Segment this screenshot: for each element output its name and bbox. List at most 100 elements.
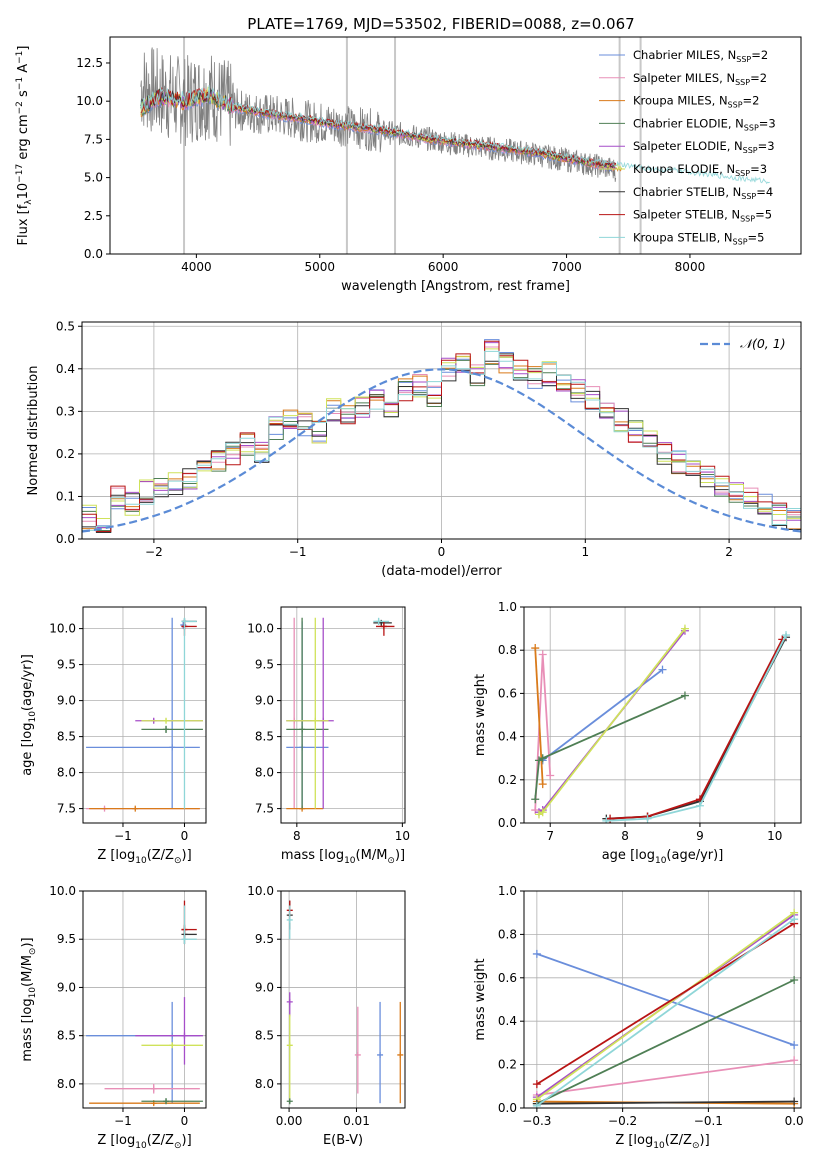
axes-residuals: −2 −1 0 1 2 0.0 0.1 0.2 0.3 0.4 0.5 (data-model)/er… [26, 319, 802, 579]
series-salpeter-miles [536, 1059, 795, 1096]
axes-age_vs_mass: 8 10 7.5 8.0 8.5 9.0 9.5 10.0 mass [log10(M/M⊙)] [247, 606, 410, 866]
axes-mass_vs_EBV: 0.00 0.01 8.0 8.5 9.0 9.5 10.0 E(B-V) [247, 884, 406, 1148]
y-tick-label: 0.2 [498, 1058, 517, 1072]
x-tick-label: 0 [438, 545, 446, 559]
axes-frame [82, 606, 207, 824]
axes-frame [280, 890, 406, 1109]
marker [532, 1101, 541, 1108]
model-spectrum-kroupa-stelib [140, 85, 770, 185]
legend-entry: Chabrier STELIB, NSSP=4 [633, 185, 773, 201]
y-tick-label: 9.0 [57, 980, 76, 994]
y-tick-label: 8.0 [57, 766, 76, 780]
errorbar-point [181, 900, 197, 940]
plot-area [86, 900, 203, 1107]
marker [532, 1080, 541, 1089]
errorbar-point [86, 617, 200, 809]
y-tick-label: 0.0 [84, 247, 103, 261]
x-tick-label: 2 [725, 545, 733, 559]
marker [354, 1051, 361, 1058]
y-tick-label: 0.2 [498, 773, 517, 787]
marker [163, 717, 170, 724]
y-tick-label: 8.0 [57, 1077, 76, 1091]
marker [312, 717, 319, 724]
x-tick-label: 8 [293, 829, 301, 843]
y-tick-label: 8.0 [255, 1077, 274, 1091]
marker [531, 795, 540, 804]
legend-entry: Chabrier MILES, NSSP=2 [633, 48, 768, 64]
y-tick-label: 9.0 [255, 980, 274, 994]
x-tick-label: −2 [145, 545, 163, 559]
marker [181, 618, 188, 625]
y-axis-label: mass weight [473, 674, 488, 756]
marker [181, 936, 188, 943]
x-axis-label: age [log10(age/yr)] [602, 848, 724, 866]
x-tick-label: 6000 [428, 260, 459, 274]
marker [790, 1097, 799, 1106]
x-tick-label: 0 [181, 1114, 189, 1128]
y-tick-label: 10.0 [49, 884, 76, 898]
plot-area [531, 624, 791, 823]
residual-legend: 𝒩(0, 1) [700, 336, 786, 351]
legend-entry: 𝒩(0, 1) [740, 336, 786, 351]
y-tick-label: 0.0 [498, 816, 517, 830]
y-tick-label: 2.5 [84, 209, 103, 223]
axes-frame [523, 606, 802, 824]
x-tick-label: 0.00 [276, 1114, 303, 1128]
y-tick-label: 0.1 [56, 489, 75, 503]
y-tick-label: 0.3 [56, 404, 75, 418]
series-chabrier-elodie [536, 979, 795, 1105]
marker [380, 623, 387, 630]
y-axis-label: Normed distribution [26, 366, 41, 496]
axes-frame [109, 36, 802, 255]
marker [790, 915, 799, 924]
errorbar-point [181, 924, 197, 945]
y-tick-label: 10.0 [76, 94, 103, 108]
errorbar-point [377, 1001, 384, 1104]
y-tick-label: 7.5 [57, 802, 76, 816]
x-tick-label: 10 [395, 829, 410, 843]
marker [658, 665, 667, 674]
legend-entry: Salpeter ELODIE, NSSP=3 [633, 139, 775, 155]
marker [169, 744, 176, 751]
marker [602, 816, 611, 823]
x-tick-label: 7000 [551, 260, 582, 274]
errorbar-point [286, 617, 334, 809]
y-tick-label: 9.0 [57, 694, 76, 708]
y-tick-label: 8.5 [255, 730, 274, 744]
y-tick-label: 10.0 [247, 622, 274, 636]
errorbar-point [354, 1006, 361, 1094]
series-kroupa-stelib [536, 918, 795, 1107]
errorbar-point [286, 617, 329, 809]
x-axis-label: (data-model)/error [381, 564, 502, 579]
y-tick-label: 0.4 [498, 1014, 517, 1028]
errorbar-point [373, 617, 390, 625]
series-chabrier-miles [536, 953, 795, 1046]
marker [790, 1041, 799, 1050]
spectrum-legend: Chabrier MILES, NSSP=2 Salpeter MILES, NS… [599, 48, 776, 246]
errorbar-point [286, 805, 324, 812]
series-kroupa-stelib [606, 634, 787, 822]
marker [546, 771, 555, 780]
errorbar-point [397, 1001, 404, 1104]
y-tick-label: 0.6 [498, 686, 517, 700]
x-tick-label: 0 [181, 829, 189, 843]
y-tick-label: 8.5 [255, 1029, 274, 1043]
errorbar-point [286, 617, 329, 809]
x-axis-label: E(B-V) [323, 1133, 363, 1148]
y-tick-label: 0.4 [56, 362, 75, 376]
y-tick-label: 0.6 [498, 971, 517, 985]
marker [286, 998, 293, 1005]
y-tick-label: 12.5 [76, 56, 103, 70]
series-salpeter-stelib [610, 638, 784, 820]
histogram-kroupa-stelib [82, 350, 801, 531]
legend-entry: Kroupa STELIB, NSSP=5 [633, 230, 764, 246]
y-tick-label: 0.2 [56, 447, 75, 461]
errorbar-point [141, 725, 203, 733]
series-chabrier-miles [542, 668, 664, 762]
x-tick-label: −0.1 [694, 1114, 723, 1128]
marker [286, 916, 293, 923]
plot-area [532, 908, 799, 1108]
errorbar-point [89, 805, 200, 812]
marker [299, 726, 306, 733]
marker [695, 801, 704, 810]
